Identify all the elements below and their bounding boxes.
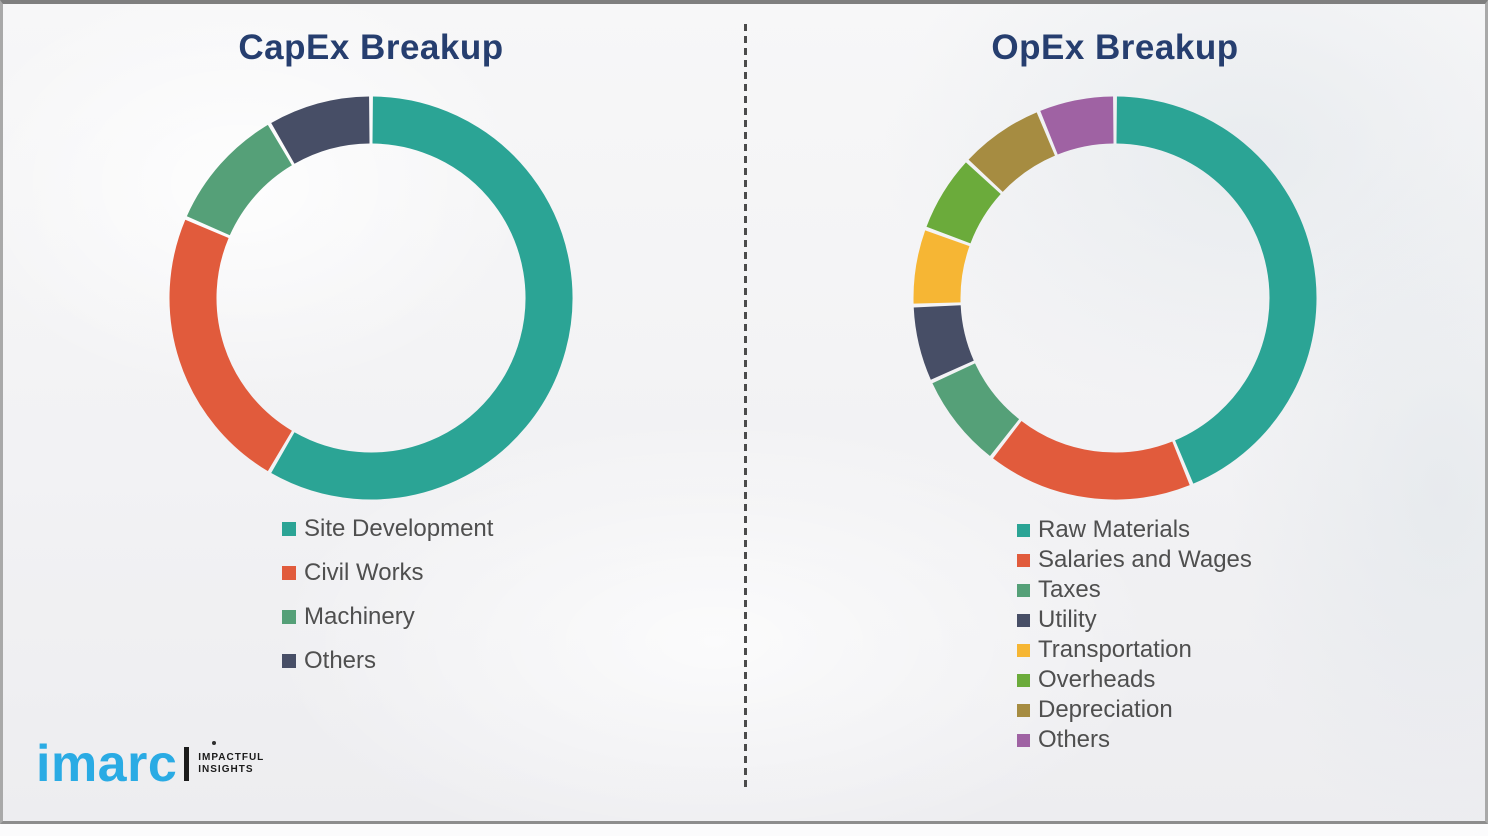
capex-legend-item-others: Others	[282, 639, 493, 683]
opex-slice-transportation	[913, 230, 970, 304]
opex-legend-item-salaries-and-wages: Salaries and Wages	[1017, 545, 1252, 575]
opex-legend-item-others: Others	[1017, 725, 1252, 755]
legend-swatch-civil-works	[282, 566, 296, 580]
capex-legend-item-civil-works: Civil Works	[282, 551, 493, 595]
capex-slice-site-development	[271, 96, 573, 500]
logo-tagline-line2: INSIGHTS	[198, 764, 254, 775]
legend-label-utility: Utility	[1038, 606, 1097, 633]
capex-slice-others	[271, 96, 371, 165]
opex-chart-title: OpEx Breakup	[991, 28, 1239, 67]
logo-tagline-line1: IMPACTFUL	[198, 752, 265, 763]
opex-legend: Raw Materials Salaries and Wages Taxes Util…	[1017, 515, 1252, 755]
capex-donut-chart	[169, 96, 573, 500]
opex-donut-chart	[913, 96, 1317, 500]
opex-legend-item-transportation: Transportation	[1017, 635, 1252, 665]
legend-swatch-salaries-and-wages	[1017, 553, 1030, 567]
opex-slice-raw-materials	[1116, 96, 1317, 484]
opex-slice-utility	[913, 304, 975, 380]
legend-swatch-depreciation	[1017, 703, 1030, 717]
logo-trademark-dot	[212, 741, 216, 745]
legend-swatch-overheads	[1017, 673, 1030, 687]
opex-slice-salaries-and-wages	[993, 420, 1190, 500]
legend-swatch-transportation	[1017, 643, 1030, 657]
legend-swatch-site-development	[282, 522, 296, 536]
legend-swatch-raw-materials	[1017, 523, 1030, 537]
logo-wordmark: imarc	[36, 735, 178, 793]
opex-legend-item-overheads: Overheads	[1017, 665, 1252, 695]
legend-swatch-taxes	[1017, 583, 1030, 597]
opex-slice-overheads	[926, 162, 1002, 244]
legend-swatch-others	[1017, 733, 1030, 747]
capex-legend-item-site-development: Site Development	[282, 507, 493, 551]
opex-slice-taxes	[932, 362, 1020, 457]
legend-label-civil-works: Civil Works	[304, 559, 424, 586]
capex-slice-civil-works	[169, 219, 293, 472]
legend-label-transportation: Transportation	[1038, 636, 1192, 663]
logo-tagline: IMPACTFUL INSIGHTS	[198, 752, 264, 776]
opex-legend-item-raw-materials: Raw Materials	[1017, 515, 1252, 545]
legend-swatch-utility	[1017, 613, 1030, 627]
legend-label-overheads: Overheads	[1038, 666, 1156, 693]
legend-label-depreciation: Depreciation	[1038, 696, 1173, 723]
capex-legend-item-machinery: Machinery	[282, 595, 493, 639]
legend-label-raw-materials: Raw Materials	[1038, 516, 1191, 543]
opex-legend-item-depreciation: Depreciation	[1017, 695, 1252, 725]
logo-divider-bar	[184, 747, 190, 781]
legend-swatch-machinery	[282, 610, 296, 624]
opex-legend-item-taxes: Taxes	[1017, 575, 1252, 605]
capex-slice-machinery	[186, 124, 293, 236]
opex-slice-depreciation	[968, 112, 1056, 193]
legend-swatch-others	[282, 654, 296, 668]
opex-slice-others	[1040, 96, 1115, 155]
legend-label-machinery: Machinery	[304, 603, 415, 630]
legend-label-others: Others	[304, 647, 377, 674]
legend-label-site-development: Site Development	[304, 515, 494, 542]
capex-chart-title: CapEx Breakup	[238, 28, 504, 67]
legend-label-salaries-and-wages: Salaries and Wages	[1038, 546, 1252, 573]
legend-label-taxes: Taxes	[1038, 576, 1101, 603]
imarc-logo: imarc IMPACTFUL INSIGHTS	[36, 738, 264, 790]
capex-legend: Site Development Civil Works Machinery Othe…	[282, 507, 493, 683]
dashed-divider-line	[744, 24, 747, 790]
legend-label-others: Others	[1038, 726, 1111, 753]
opex-legend-item-utility: Utility	[1017, 605, 1252, 635]
